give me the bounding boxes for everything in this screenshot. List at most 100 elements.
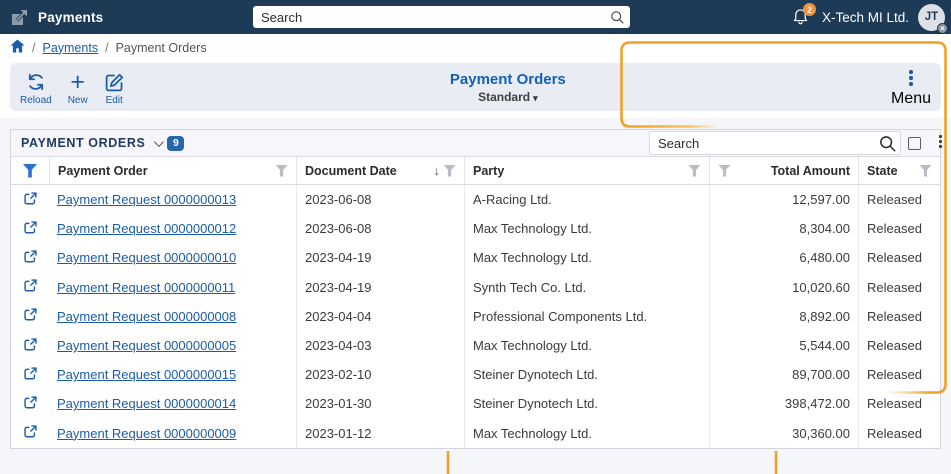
party-cell: Steiner Dynotech Ltd. bbox=[464, 389, 709, 419]
state-cell: Released bbox=[858, 360, 940, 390]
app-logo-icon[interactable] bbox=[10, 7, 30, 27]
edit-label: Edit bbox=[105, 94, 123, 106]
collapse-chevron-icon[interactable] bbox=[154, 136, 165, 147]
new-button[interactable]: + New bbox=[68, 69, 88, 106]
chevron-down-icon: ▾ bbox=[533, 92, 538, 103]
open-in-new-icon[interactable] bbox=[23, 249, 38, 267]
edit-button[interactable]: Edit bbox=[104, 69, 125, 106]
party-cell: Max Technology Ltd. bbox=[464, 330, 709, 361]
party-cell: Professional Components Ltd. bbox=[464, 301, 709, 331]
maximize-icon[interactable] bbox=[908, 137, 921, 150]
table-row[interactable]: Payment Request 0000000008 2023-04-04 Pr… bbox=[11, 301, 940, 331]
filter-icon[interactable] bbox=[275, 164, 288, 177]
panel-search-input[interactable] bbox=[649, 131, 901, 155]
open-in-new-icon[interactable] bbox=[23, 395, 38, 413]
kebab-menu-icon bbox=[909, 67, 913, 90]
party-cell: A-Racing Ltd. bbox=[464, 185, 709, 215]
table-row[interactable]: Payment Request 0000000011 2023-04-19 Sy… bbox=[11, 272, 940, 302]
total-amount-cell: 8,304.00 bbox=[709, 214, 858, 244]
menu-button[interactable]: Menu bbox=[891, 63, 931, 111]
state-cell: Released bbox=[858, 330, 940, 361]
payment-order-link[interactable]: Payment Request 0000000011 bbox=[57, 279, 236, 295]
plus-icon: + bbox=[70, 68, 86, 96]
reload-button[interactable]: Reload bbox=[20, 69, 52, 106]
open-in-new-icon[interactable] bbox=[23, 307, 38, 325]
table-row[interactable]: Payment Request 0000000010 2023-04-19 Ma… bbox=[11, 243, 940, 273]
party-cell: Max Technology Ltd. bbox=[464, 214, 709, 244]
open-record-cell bbox=[11, 185, 49, 214]
panel-toolbar: PAYMENT ORDERS 9 bbox=[11, 130, 942, 158]
open-in-new-icon[interactable] bbox=[23, 191, 38, 209]
table-row[interactable]: Payment Request 0000000015 2023-02-10 St… bbox=[11, 360, 940, 390]
company-name[interactable]: X-Tech MI Ltd. bbox=[821, 9, 909, 25]
document-date-cell: 2023-04-19 bbox=[296, 243, 464, 273]
document-date-cell: 2023-02-10 bbox=[296, 360, 464, 390]
open-in-new-icon[interactable] bbox=[23, 337, 38, 355]
app-title: Payments bbox=[38, 9, 104, 25]
user-avatar[interactable]: JT × bbox=[918, 3, 948, 34]
filter-icon[interactable] bbox=[688, 164, 701, 177]
breadcrumb-link-payments[interactable]: Payments bbox=[42, 40, 99, 55]
column-header-total-amount[interactable]: Total Amount bbox=[709, 157, 858, 184]
document-date-cell: 2023-04-04 bbox=[296, 301, 464, 331]
avatar-initials: JT bbox=[924, 11, 939, 23]
table-row[interactable]: Payment Request 0000000014 2023-01-30 St… bbox=[11, 389, 940, 419]
filter-icon[interactable] bbox=[718, 164, 731, 177]
total-amount-cell: 12,597.00 bbox=[709, 185, 858, 215]
filter-icon[interactable] bbox=[919, 164, 932, 177]
payment-order-link[interactable]: Payment Request 0000000009 bbox=[57, 425, 237, 441]
global-search-input[interactable] bbox=[253, 6, 630, 28]
document-date-cell: 2023-04-19 bbox=[296, 272, 464, 302]
total-amount-cell: 89,700.00 bbox=[709, 360, 858, 390]
open-in-new-icon[interactable] bbox=[23, 424, 38, 442]
panel-search-icon[interactable] bbox=[878, 134, 897, 158]
payment-order-link[interactable]: Payment Request 0000000015 bbox=[57, 367, 237, 383]
payment-order-link[interactable]: Payment Request 0000000005 bbox=[57, 338, 237, 354]
total-amount-cell: 6,480.00 bbox=[709, 243, 858, 273]
payment-order-link[interactable]: Payment Request 0000000013 bbox=[57, 192, 237, 208]
notifications-bell-icon[interactable]: 2 bbox=[791, 3, 816, 29]
search-icon[interactable] bbox=[609, 9, 625, 30]
breadcrumb: / Payments / Payment Orders bbox=[0, 34, 951, 61]
global-search bbox=[253, 6, 630, 28]
column-header-state[interactable]: State bbox=[858, 157, 940, 184]
payment-order-link[interactable]: Payment Request 0000000008 bbox=[57, 308, 237, 324]
filter-icon[interactable] bbox=[443, 164, 456, 177]
total-amount-cell: 10,020.60 bbox=[709, 272, 858, 302]
panel-kebab-menu-icon[interactable] bbox=[939, 135, 942, 149]
open-in-new-icon[interactable] bbox=[23, 366, 38, 384]
column-label: State bbox=[867, 163, 898, 178]
state-cell: Released bbox=[858, 272, 940, 302]
party-cell: Max Technology Ltd. bbox=[464, 418, 709, 448]
document-date-cell: 2023-01-12 bbox=[296, 418, 464, 448]
table-row[interactable]: Payment Request 0000000013 2023-06-08 A-… bbox=[11, 185, 940, 215]
table-row[interactable]: Payment Request 0000000009 2023-01-12 Ma… bbox=[11, 418, 940, 448]
avatar-status-icon: × bbox=[937, 22, 948, 34]
table-row[interactable]: Payment Request 0000000012 2023-06-08 Ma… bbox=[11, 214, 940, 244]
payment-order-link[interactable]: Payment Request 0000000010 bbox=[57, 250, 237, 266]
column-label: Payment Order bbox=[58, 163, 148, 178]
payment-order-cell: Payment Request 0000000010 bbox=[49, 243, 296, 272]
state-cell: Released bbox=[858, 418, 940, 448]
state-cell: Released bbox=[858, 389, 940, 419]
payment-order-cell: Payment Request 0000000013 bbox=[49, 185, 296, 214]
home-icon[interactable] bbox=[10, 39, 25, 56]
payment-order-link[interactable]: Payment Request 0000000014 bbox=[57, 396, 237, 412]
open-in-new-icon[interactable] bbox=[23, 220, 38, 238]
toolbar-title-group: Payment Orders Standard ▾ bbox=[125, 63, 891, 111]
column-label: Party bbox=[473, 163, 505, 178]
total-amount-cell: 8,892.00 bbox=[709, 301, 858, 331]
column-header-payment-order[interactable]: Payment Order bbox=[49, 157, 296, 184]
table-row[interactable]: Payment Request 0000000005 2023-04-03 Ma… bbox=[11, 330, 940, 361]
view-selector[interactable]: Standard ▾ bbox=[478, 90, 538, 104]
record-count-badge: 9 bbox=[167, 135, 185, 151]
active-filter-icon[interactable] bbox=[22, 163, 38, 178]
column-header-document-date[interactable]: Document Date ↓ bbox=[296, 157, 464, 184]
open-record-cell bbox=[11, 302, 49, 331]
open-in-new-icon[interactable] bbox=[23, 278, 38, 296]
column-header-party[interactable]: Party bbox=[464, 157, 709, 184]
total-amount-cell: 30,360.00 bbox=[709, 418, 858, 448]
payment-order-link[interactable]: Payment Request 0000000012 bbox=[57, 221, 237, 237]
payment-order-cell: Payment Request 0000000009 bbox=[49, 419, 296, 448]
